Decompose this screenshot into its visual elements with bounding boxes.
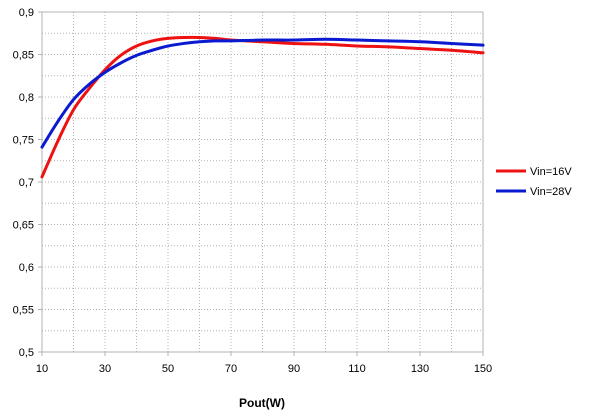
- y-tick-label: 0,8: [19, 92, 34, 104]
- x-axis-title: Pout(W): [239, 396, 285, 410]
- y-tick-label: 0,75: [13, 135, 34, 147]
- x-tick-label: 10: [36, 363, 48, 375]
- series-line-vin-16v: [40, 35, 485, 179]
- y-tick-label: 0,5: [19, 347, 34, 359]
- y-tick-label: 0,6: [19, 262, 34, 274]
- y-axis-ticks: 0,5 0,55 0,6 0,65 0,7 0,75 0,8 0,85 0,9: [13, 7, 42, 359]
- series-lines: [40, 35, 485, 179]
- x-tick-label: 70: [225, 363, 237, 375]
- plot-area: [42, 12, 483, 352]
- x-tick-label: 90: [288, 363, 300, 375]
- y-tick-label: 0,55: [13, 305, 34, 317]
- x-tick-label: 150: [474, 363, 492, 375]
- x-axis-ticks: 10 30 50 70 90 110 130 150: [36, 352, 492, 375]
- x-tick-label: 30: [99, 363, 111, 375]
- y-tick-label: 0,9: [19, 7, 34, 19]
- y-tick-label: 0,65: [13, 220, 34, 232]
- x-tick-label: 50: [162, 363, 174, 375]
- y-tick-label: 0,7: [19, 177, 34, 189]
- y-tick-label: 0,85: [13, 50, 34, 62]
- legend-item: Vin=28V: [496, 186, 572, 198]
- legend-label: Vin=28V: [530, 186, 572, 198]
- series-line-vin-28v: [40, 37, 485, 149]
- legend-item: Vin=16V: [496, 166, 572, 178]
- x-tick-label: 110: [348, 363, 366, 375]
- plot-background: [42, 12, 483, 352]
- x-tick-label: 130: [411, 363, 429, 375]
- legend-label: Vin=16V: [530, 166, 572, 178]
- legend: Vin=16V Vin=28V: [496, 166, 572, 198]
